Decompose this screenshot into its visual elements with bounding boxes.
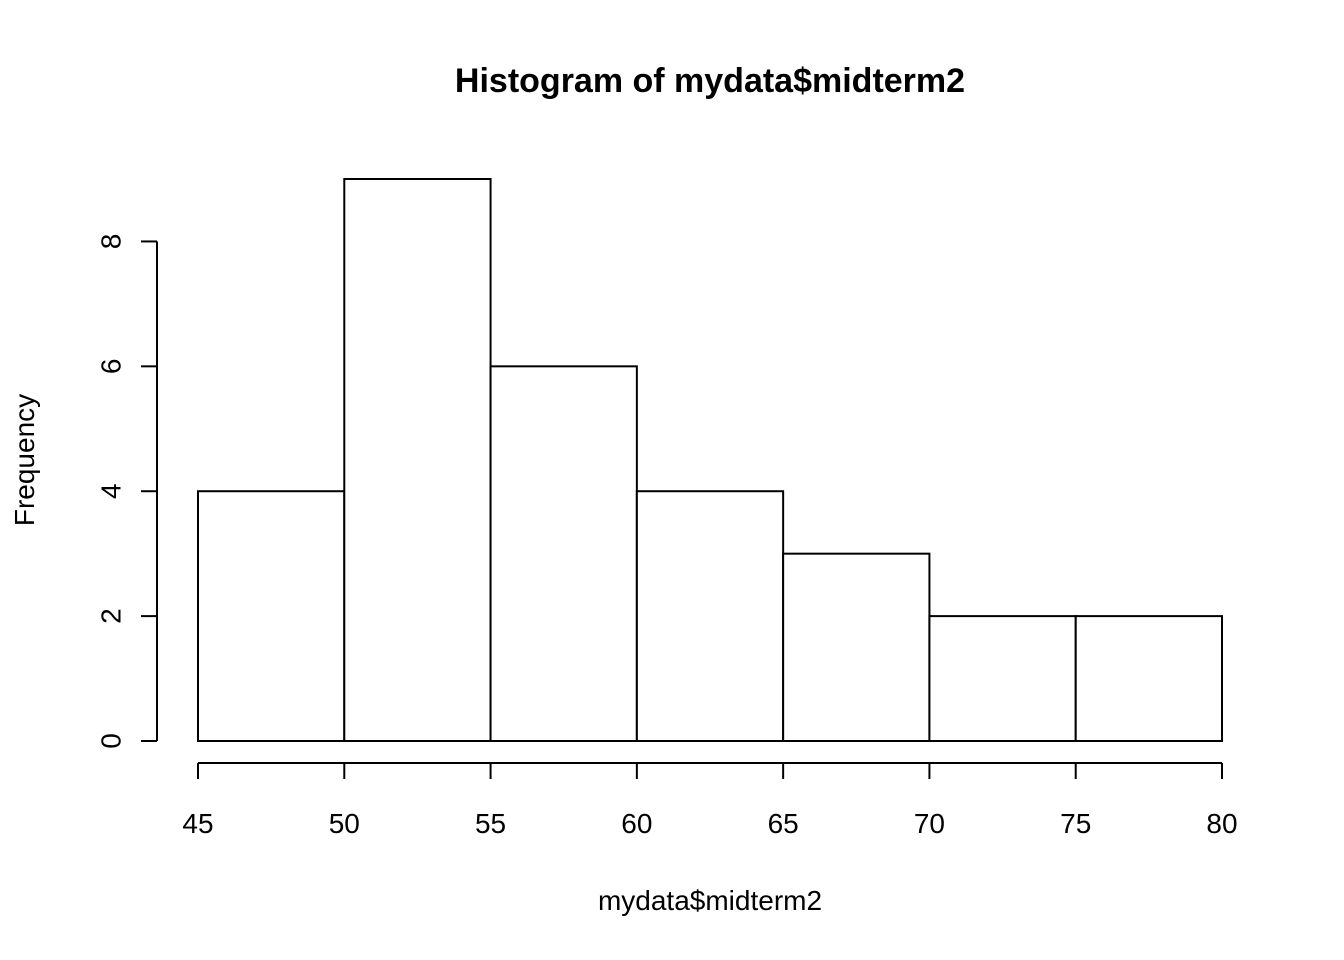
x-tick-label: 55 — [475, 808, 506, 839]
x-tick-label: 80 — [1206, 808, 1237, 839]
x-tick-label: 70 — [914, 808, 945, 839]
histogram-bar-50-55 — [343, 178, 492, 742]
histogram-bar-70-75 — [928, 615, 1077, 742]
y-tick-label: 6 — [96, 359, 127, 375]
y-axis: 0 2 4 6 8 — [96, 234, 158, 749]
y-tick-label: 2 — [96, 608, 127, 624]
y-tick-label: 4 — [96, 483, 127, 499]
x-axis-title: mydata$midterm2 — [598, 885, 822, 916]
bars-group — [197, 178, 1223, 743]
y-tick-label: 0 — [96, 733, 127, 749]
histogram-bar-65-70 — [782, 552, 931, 743]
x-tick-label: 45 — [182, 808, 213, 839]
x-tick-label: 75 — [1060, 808, 1091, 839]
chart-title: Histogram of mydata$midterm2 — [455, 62, 965, 100]
x-tick-label: 65 — [768, 808, 799, 839]
histogram-bar-45-50 — [197, 490, 346, 742]
x-tick-label: 60 — [621, 808, 652, 839]
histogram-bar-60-65 — [635, 490, 785, 742]
histogram-bar-75-80 — [1074, 615, 1223, 742]
y-axis-title: Frequency — [9, 394, 40, 526]
x-axis: 45 50 55 60 65 70 75 80 — [182, 762, 1238, 839]
y-tick-label: 8 — [96, 234, 127, 250]
histogram-bar-55-60 — [489, 365, 638, 742]
x-tick-label: 50 — [329, 808, 360, 839]
